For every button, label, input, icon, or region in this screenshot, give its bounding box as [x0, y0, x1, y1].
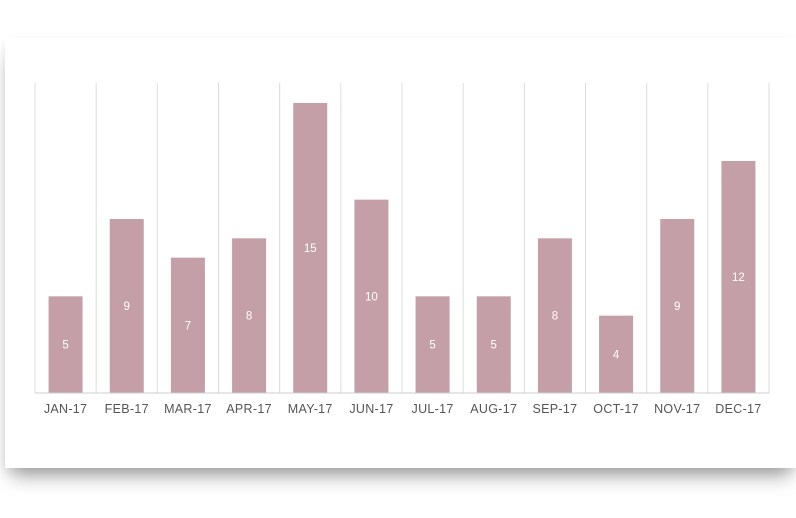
bars	[48, 103, 756, 393]
data-label: 9	[674, 301, 680, 313]
data-label: 9	[124, 301, 130, 313]
x-tick-label: SEP-17	[532, 402, 577, 416]
bar-apr-17	[232, 238, 267, 393]
data-label: 10	[365, 291, 378, 303]
bar-may-17	[293, 103, 328, 393]
data-label: 8	[246, 311, 252, 323]
grid-lines	[34, 83, 770, 393]
x-tick-label: JAN-17	[44, 402, 87, 416]
bar-jul-17	[415, 296, 450, 393]
x-tick-label: MAY-17	[288, 402, 333, 416]
data-label: 15	[304, 243, 317, 255]
data-label: 7	[185, 320, 191, 332]
data-label: 5	[491, 340, 497, 352]
bar-jun-17	[354, 199, 389, 393]
data-label: 8	[552, 311, 558, 323]
bar-jan-17	[48, 296, 83, 393]
bar-aug-17	[476, 296, 511, 393]
x-tick-label: APR-17	[226, 402, 272, 416]
x-tick-label: JUL-17	[412, 402, 454, 416]
data-labels: 5 9 7 8 15 10 5 5 8 4 9 12	[62, 243, 744, 361]
x-tick-label: DEC-17	[715, 402, 761, 416]
bar-mar-17	[170, 257, 205, 393]
x-tick-label: OCT-17	[593, 402, 639, 416]
data-label: 5	[429, 340, 435, 352]
x-tick-label: MAR-17	[164, 402, 212, 416]
x-tick-labels: JAN-17 FEB-17 MAR-17 APR-17 MAY-17 JUN-17 JUL-…	[44, 402, 761, 416]
data-label: 5	[62, 340, 68, 352]
bar-dec-17	[721, 161, 756, 393]
bar-sep-17	[537, 238, 572, 393]
x-tick-label: JUN-17	[349, 402, 393, 416]
data-label: 4	[613, 349, 620, 361]
x-tick-label: NOV-17	[654, 402, 700, 416]
bar-oct-17	[599, 315, 634, 393]
bar-feb-17	[109, 219, 144, 393]
bar-nov-17	[660, 219, 695, 393]
x-tick-label: FEB-17	[105, 402, 149, 416]
data-label: 12	[732, 272, 745, 284]
x-tick-label: AUG-17	[470, 402, 517, 416]
